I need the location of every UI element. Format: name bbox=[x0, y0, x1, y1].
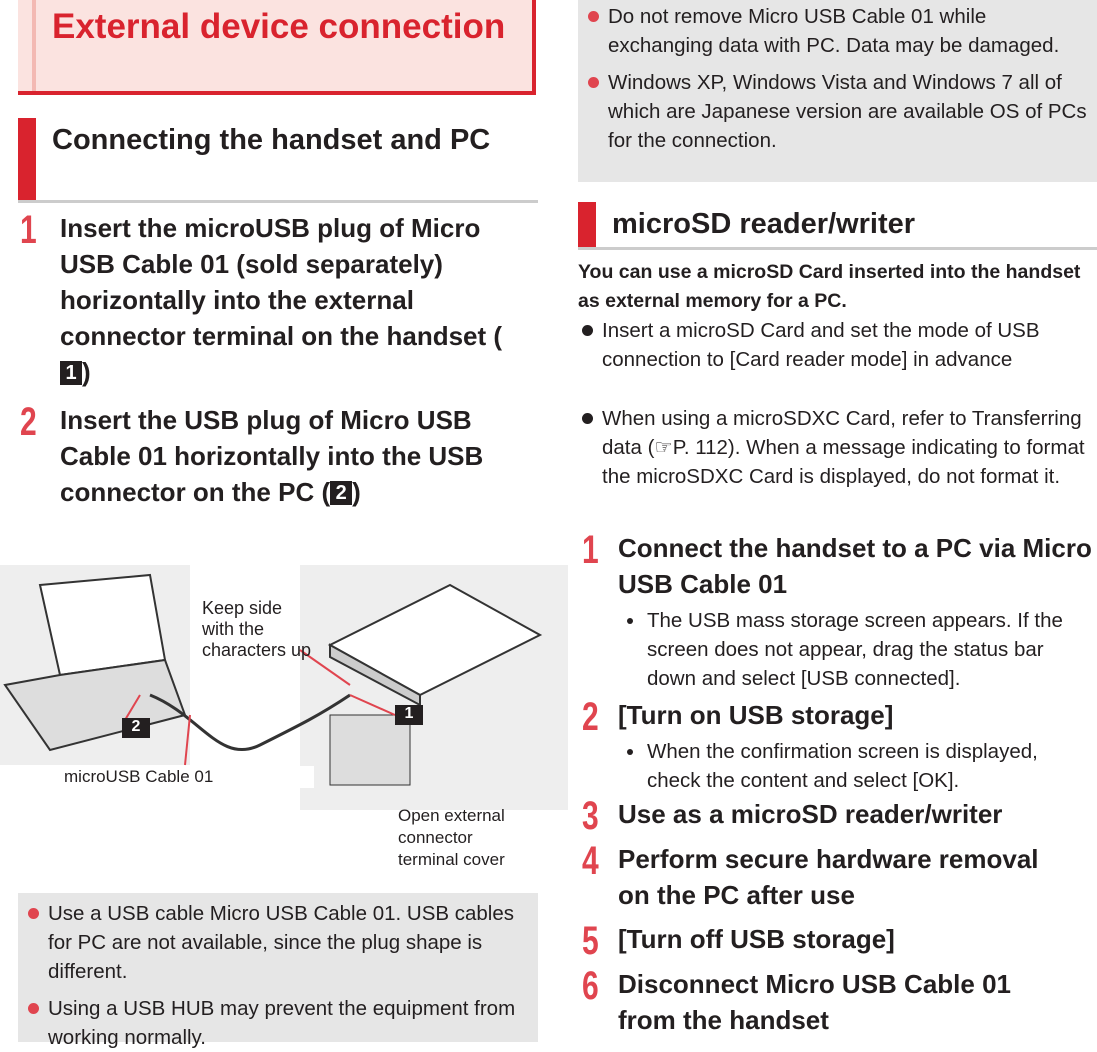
step-text: Disconnect Micro USB Cable 01 from the h… bbox=[618, 969, 1011, 1035]
figure bbox=[0, 565, 568, 810]
note-text: Windows XP, Windows Vista and Windows 7 … bbox=[608, 71, 1087, 152]
step-text: [Turn on USB storage] bbox=[618, 700, 894, 730]
figure-label: Keep side with the characters up bbox=[202, 598, 312, 660]
note-text: Use a USB cable Micro USB Cable 01. USB … bbox=[48, 902, 515, 983]
step: 6 Disconnect Micro USB Cable 01 from the… bbox=[582, 964, 1052, 1038]
step-text: Insert the microUSB plug of Micro USB Ca… bbox=[60, 210, 520, 390]
step: 4 Perform secure hardware removal on the… bbox=[582, 839, 1062, 913]
step-number: 5 bbox=[582, 919, 599, 963]
step: 1 Insert the microUSB plug of Micro USB … bbox=[20, 208, 520, 390]
sub-text: The USB mass storage screen appears. If … bbox=[647, 609, 1063, 690]
icon: 1 bbox=[60, 361, 82, 385]
step: 5 [Turn off USB storage] bbox=[582, 919, 1092, 963]
note: Use a USB cable Micro USB Cable 01. USB … bbox=[18, 899, 538, 986]
marker-box bbox=[122, 718, 150, 738]
step-text: Use as a microSD reader/writer bbox=[618, 799, 1003, 829]
step-number: 6 bbox=[582, 964, 599, 1008]
sub-bullet: When the confirmation screen is displaye… bbox=[622, 737, 1092, 795]
bullet: When using a microSDXC Card, refer to Tr… bbox=[578, 404, 1097, 491]
note-text: Using a USB HUB may prevent the equipmen… bbox=[48, 997, 516, 1049]
step-text: Perform secure hardware removal on the P… bbox=[618, 844, 1039, 910]
text: Insert the microUSB plug of Micro USB Ca… bbox=[60, 213, 503, 351]
step-number: 1 bbox=[582, 528, 599, 572]
section-header: microSD reader/writer bbox=[578, 202, 1097, 250]
sub-text: When the confirmation screen is displaye… bbox=[647, 740, 1038, 792]
step-number: 1 bbox=[20, 208, 37, 252]
step-number: 2 bbox=[582, 695, 599, 739]
text: ) bbox=[352, 477, 361, 507]
bullet-text: Insert a microSD Card and set the mode o… bbox=[602, 319, 1040, 371]
section-title: microSD reader/writer bbox=[612, 208, 916, 240]
figure-label: Open external connector terminal cover bbox=[398, 806, 505, 869]
step-number: 3 bbox=[582, 794, 599, 838]
title-box bbox=[18, 0, 536, 95]
sub-bullet: The USB mass storage screen appears. If … bbox=[622, 606, 1092, 693]
step: 1 Connect the handset to a PC via Micro … bbox=[582, 528, 1092, 693]
note: Windows XP, Windows Vista and Windows 7 … bbox=[578, 68, 1089, 155]
step-text: Insert the USB plug of Micro USB Cable 0… bbox=[60, 402, 520, 510]
icon: 2 bbox=[330, 481, 353, 505]
note-box: Do not remove Micro USB Cable 01 while e… bbox=[578, 0, 1097, 182]
note: Do not remove Micro USB Cable 01 while e… bbox=[578, 2, 1089, 60]
step: 3 Use as a microSD reader/writer bbox=[582, 794, 1092, 838]
step: 2 [Turn on USB storage] When the confirm… bbox=[582, 695, 1092, 795]
leader bbox=[184, 714, 191, 766]
section-header: Connecting the handset and PC bbox=[18, 118, 538, 203]
laptop-base bbox=[3, 658, 187, 752]
bullet: Insert a microSD Card and set the mode o… bbox=[578, 316, 1097, 374]
figure-label: microUSB Cable 01 bbox=[64, 766, 314, 788]
bullet-text: When using a microSDXC Card, refer to Tr… bbox=[602, 407, 1085, 488]
note-text: Do not remove Micro USB Cable 01 while e… bbox=[608, 5, 1060, 57]
page-title: External device connection bbox=[52, 7, 506, 46]
leader bbox=[299, 649, 351, 686]
cable bbox=[149, 693, 351, 752]
laptop-screen bbox=[38, 573, 167, 677]
step-number: 4 bbox=[582, 839, 599, 883]
text: ) bbox=[82, 357, 91, 387]
marker-box bbox=[395, 705, 423, 725]
note: Using a USB HUB may prevent the equipmen… bbox=[18, 994, 538, 1052]
step: 2 Insert the USB plug of Micro USB Cable… bbox=[20, 400, 520, 510]
intro: You can use a microSD Card inserted into… bbox=[578, 261, 1081, 312]
note-box: Use a USB cable Micro USB Cable 01. USB … bbox=[18, 893, 538, 1049]
section-title: Connecting the handset and PC bbox=[52, 124, 491, 156]
text: Insert the USB plug of Micro USB Cable 0… bbox=[60, 405, 484, 507]
step-text: [Turn off USB storage] bbox=[618, 924, 895, 954]
leader bbox=[349, 694, 396, 716]
marker: 2 bbox=[131, 718, 141, 735]
cover-detail bbox=[329, 714, 411, 786]
step-text: Connect the handset to a PC via Micro US… bbox=[618, 533, 1092, 599]
leader bbox=[124, 694, 141, 721]
bullet-list: Insert a microSD Card and set the mode o… bbox=[578, 316, 1097, 499]
step-number: 2 bbox=[20, 400, 37, 444]
label-bg bbox=[190, 565, 300, 680]
marker: 1 bbox=[404, 705, 414, 722]
